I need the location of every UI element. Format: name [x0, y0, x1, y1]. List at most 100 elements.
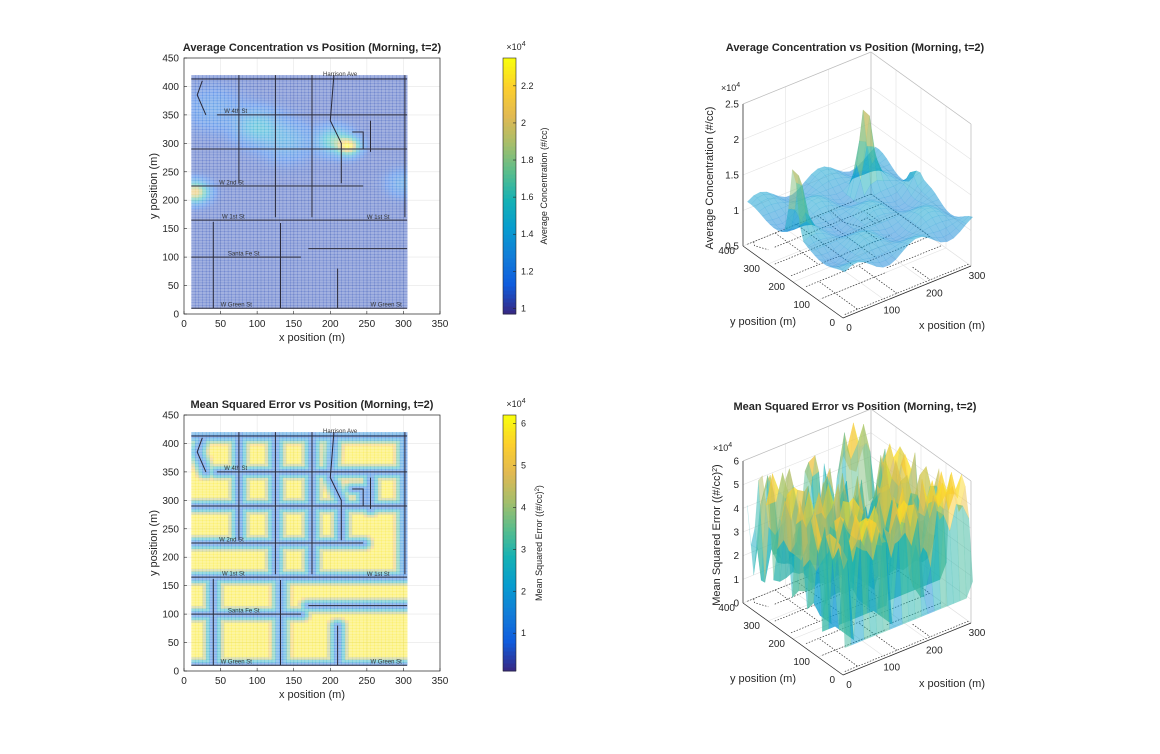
heatmap-cell	[275, 183, 280, 187]
heatmap-cell	[301, 77, 306, 82]
heatmap-cell	[242, 75, 247, 79]
heatmap-cell	[403, 288, 408, 292]
heatmap-cell	[202, 100, 207, 104]
heatmap-cell	[385, 103, 390, 107]
heatmap-cell	[249, 245, 254, 249]
heatmap-cell	[374, 143, 379, 147]
heatmap-cell	[231, 225, 236, 230]
heatmap-cell	[341, 140, 346, 144]
heatmap-cell	[312, 89, 317, 93]
heatmap-cell	[381, 140, 386, 144]
heatmap-cell	[242, 294, 247, 298]
heatmap-cell	[341, 166, 346, 170]
heatmap-cell	[249, 109, 254, 113]
heatmap-cell	[191, 97, 196, 102]
heatmap-cell	[312, 254, 317, 258]
heatmap-cell	[337, 222, 342, 227]
heatmap-cell	[264, 296, 269, 301]
heatmap-cell	[399, 242, 404, 247]
heatmap-cell	[213, 208, 218, 212]
heatmap-cell	[275, 75, 280, 79]
heatmap-cell	[209, 100, 214, 104]
heatmap-cell	[213, 257, 218, 261]
heatmap-cell	[238, 296, 243, 301]
heatmap-cell	[268, 109, 273, 113]
heatmap-cell	[268, 265, 273, 269]
heatmap-cell	[388, 234, 393, 238]
heatmap-cell	[381, 288, 386, 292]
heatmap-cell	[238, 146, 243, 150]
heatmap-cell	[348, 245, 353, 249]
heatmap-cell	[235, 197, 240, 201]
heatmap-cell	[260, 245, 265, 249]
heatmap-cell	[235, 188, 240, 193]
heatmap-cell	[246, 157, 251, 161]
heatmap-cell	[209, 279, 214, 284]
heatmap-cell	[282, 240, 287, 244]
heatmap-cell	[253, 220, 258, 224]
heatmap-cell	[396, 151, 401, 156]
heatmap-cell	[392, 302, 397, 306]
heatmap-cell	[202, 208, 207, 212]
heatmap-cell	[271, 77, 276, 82]
heatmap-cell	[191, 160, 196, 164]
heatmap-cell	[304, 259, 309, 264]
heatmap-cell	[205, 94, 210, 99]
heatmap-cell	[293, 117, 298, 121]
heatmap-cell	[301, 117, 306, 121]
heatmap-cell	[352, 214, 357, 218]
heatmap-cell	[352, 299, 357, 304]
heatmap-cell	[399, 120, 404, 124]
heatmap-cell	[220, 242, 225, 247]
heatmap-cell	[304, 183, 309, 187]
heatmap-cell	[271, 177, 276, 181]
heatmap-cell	[242, 288, 247, 292]
heatmap-cell	[396, 296, 401, 301]
heatmap-cell	[279, 203, 284, 207]
heatmap-cell	[308, 80, 313, 84]
heatmap-cell	[198, 302, 203, 306]
heatmap-cell	[224, 222, 229, 227]
heatmap-cell	[191, 259, 196, 264]
heatmap-cell	[352, 92, 357, 96]
heatmap-cell	[374, 103, 379, 107]
heatmap-cell	[231, 245, 236, 249]
heatmap-cell	[396, 305, 401, 309]
heatmap-cell	[381, 217, 386, 221]
heatmap-cell	[363, 197, 368, 201]
heatmap-cell	[216, 225, 221, 230]
heatmap-cell	[297, 160, 302, 164]
heatmap-cell	[246, 120, 251, 124]
heatmap-cell	[191, 288, 196, 292]
heatmap-cell	[363, 194, 368, 198]
heatmap-cell	[370, 296, 375, 301]
heatmap-cell	[381, 100, 386, 104]
heatmap-cell	[268, 120, 273, 124]
heatmap-cell	[301, 103, 306, 107]
heatmap-cell	[194, 302, 200, 306]
heatmap-cell	[282, 97, 287, 102]
heatmap-cell	[366, 245, 371, 249]
heatmap-cell	[191, 186, 196, 190]
heatmap-cell	[319, 214, 324, 218]
heatmap-cell	[370, 288, 375, 292]
heatmap-cell	[275, 208, 280, 212]
heatmap-cell	[333, 157, 338, 161]
heatmap-cell	[301, 271, 306, 275]
heatmap-cell	[282, 146, 287, 150]
heatmap-cell	[231, 137, 236, 141]
heatmap-cell	[264, 197, 269, 201]
heatmap-cell	[319, 149, 324, 153]
heatmap-cell	[370, 117, 375, 121]
heatmap-cell	[227, 126, 232, 130]
heatmap-cell	[304, 294, 309, 298]
heatmap-cell	[191, 200, 196, 204]
heatmap-cell	[264, 225, 269, 230]
heatmap-cell	[366, 92, 371, 96]
heatmap-cell	[388, 180, 393, 184]
heatmap-cell	[238, 279, 243, 284]
heatmap-cell	[326, 140, 331, 144]
heatmap-cell	[253, 75, 258, 79]
heatmap-cell	[246, 285, 251, 289]
heatmap-cell	[264, 171, 269, 176]
